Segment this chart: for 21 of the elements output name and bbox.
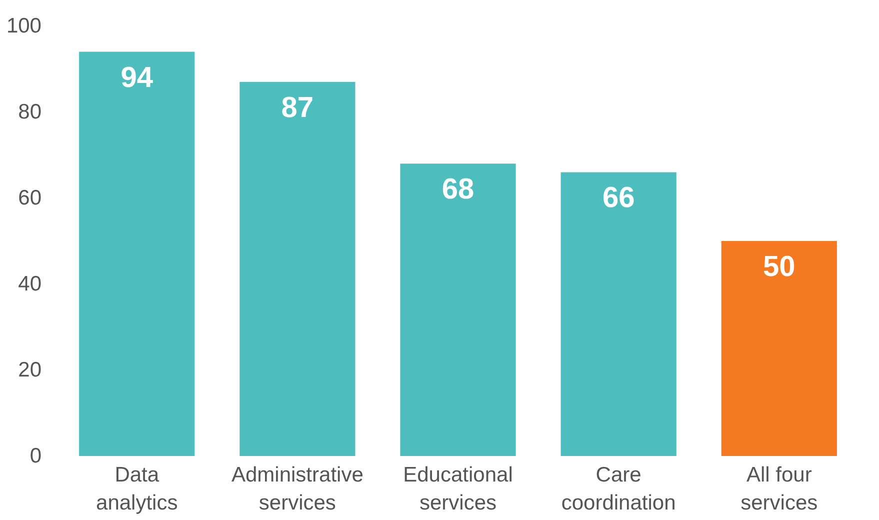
data-label: 94	[120, 62, 153, 94]
x-tick-label: Administrative services	[231, 464, 364, 514]
bar	[400, 164, 516, 456]
data-label: 68	[442, 174, 474, 206]
x-tick-label: All four services	[740, 464, 818, 514]
bar	[560, 172, 676, 456]
y-tick-label: 0	[30, 444, 42, 468]
x-tick-label: Data analytics	[96, 464, 178, 514]
data-label: 50	[763, 251, 796, 283]
bar	[240, 82, 356, 456]
bar	[721, 241, 837, 456]
data-label: 66	[602, 182, 635, 214]
y-tick-label: 100	[6, 14, 42, 38]
data-label: 87	[281, 92, 314, 124]
x-tick-label: Care coordination	[561, 464, 676, 514]
y-tick-label: 40	[18, 272, 42, 296]
y-tick-label: 80	[18, 100, 42, 124]
x-tick-label: Educational services	[403, 464, 513, 514]
bar	[79, 52, 195, 456]
y-tick-label: 60	[18, 186, 42, 210]
y-tick-label: 20	[18, 358, 42, 382]
